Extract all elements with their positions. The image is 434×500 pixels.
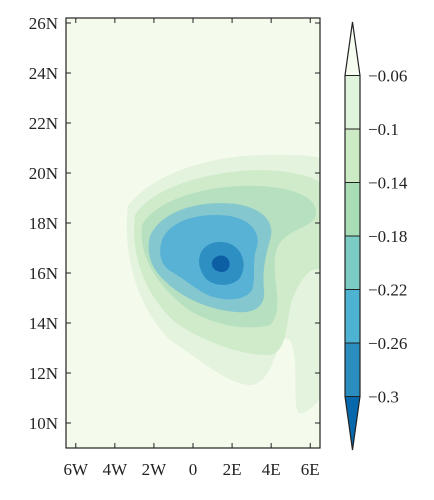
contour-fills: [126, 154, 320, 414]
colorbar-label: −0.14: [368, 174, 408, 193]
x-tick-label: 4W: [103, 460, 129, 479]
y-tick-label: 26N: [29, 14, 58, 33]
x-tick-label: 6W: [63, 460, 89, 479]
x-tick-label: 2E: [223, 460, 242, 479]
y-tick-label: 24N: [29, 64, 58, 83]
x-tick-label: 0: [189, 460, 198, 479]
colorbar-segment: [345, 129, 360, 183]
y-tick-label: 22N: [29, 114, 58, 133]
colorbar-label: −0.06: [368, 67, 407, 86]
colorbar-segment: [345, 236, 360, 290]
colorbar-segment: [345, 289, 360, 343]
y-tick-label: 10N: [29, 414, 58, 433]
y-tick-label: 16N: [29, 264, 58, 283]
contour-level-7: [211, 255, 230, 272]
y-tick-label: 18N: [29, 214, 58, 233]
y-tick-label: 12N: [29, 364, 58, 383]
x-tick-label: 4E: [262, 460, 281, 479]
colorbar-extend-bottom: [345, 396, 360, 450]
colorbar: −0.06 −0.1 −0.14 −0.18 −0.22 −0.26 −0.3: [344, 21, 408, 451]
x-tick-label: 2W: [142, 460, 168, 479]
y-axis: 26N 24N 22N 20N 18N 16N 14N 12N 10N: [29, 14, 320, 433]
colorbar-label: −0.22: [368, 281, 407, 300]
x-axis: 6W 4W 2W 0 2E 4E 6E: [63, 18, 320, 479]
x-tick-label: 6E: [301, 460, 320, 479]
colorbar-label: −0.18: [368, 227, 407, 246]
colorbar-label: −0.3: [368, 388, 399, 407]
colorbar-label: −0.26: [368, 334, 407, 353]
y-tick-label: 14N: [29, 314, 58, 333]
colorbar-segment: [345, 182, 360, 236]
colorbar-segment: [345, 343, 360, 397]
colorbar-segment: [345, 75, 360, 129]
y-tick-label: 20N: [29, 164, 58, 183]
colorbar-label: −0.1: [368, 120, 399, 139]
colorbar-extend-top: [345, 22, 360, 76]
